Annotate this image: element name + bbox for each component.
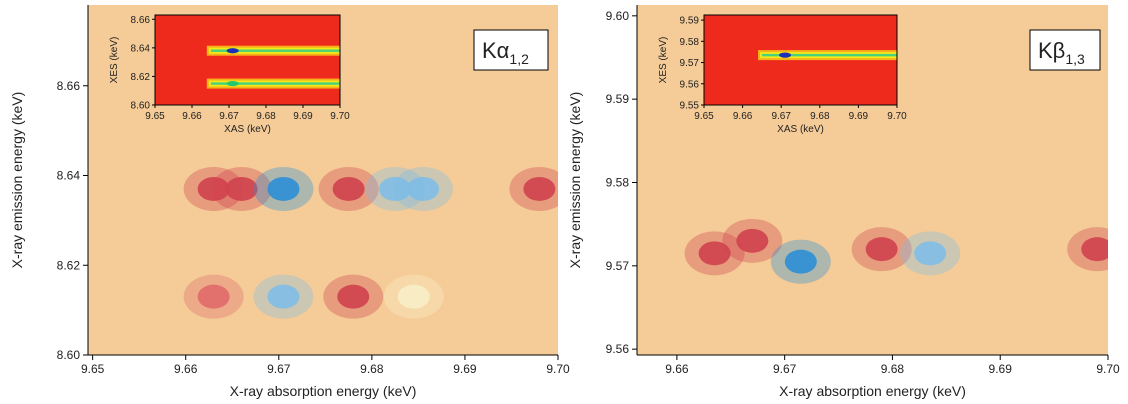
- inset-x-title: XAS (keV): [777, 124, 824, 135]
- feature: [784, 249, 817, 274]
- x-tick-label: 9.68: [881, 362, 905, 376]
- y-axis-title: X-ray emission energy (keV): [567, 92, 583, 269]
- inset-x-tick-label: 9.66: [182, 111, 202, 122]
- inset-y-tick-label: 9.56: [680, 79, 700, 90]
- panel-label-main: Kα: [482, 38, 510, 63]
- feature: [523, 176, 556, 201]
- feature: [698, 241, 731, 266]
- inset-spot: [226, 48, 239, 54]
- inset-frame: [703, 14, 898, 106]
- inset-x-title: XAS (keV): [224, 124, 271, 135]
- feature: [267, 284, 300, 309]
- feature: [337, 284, 370, 309]
- label-box: [1029, 29, 1101, 71]
- inset-y-tick-label: 8.62: [131, 72, 151, 83]
- inset-x-tick-label: 9.70: [330, 111, 350, 122]
- inset-background: [155, 15, 340, 105]
- inset-x-tick-label: 9.67: [219, 111, 239, 122]
- inset-y-tick-label: 8.60: [131, 101, 151, 112]
- inset-y-tick-label: 9.59: [680, 16, 700, 27]
- inset-y-tick-label: 8.66: [131, 15, 151, 26]
- inset-x-tick-label: 9.69: [293, 111, 313, 122]
- y-tick-label: 8.62: [57, 258, 81, 272]
- x-axis-title: X-ray absorption energy (keV): [230, 383, 417, 399]
- feature: [225, 176, 258, 201]
- feature: [332, 176, 365, 201]
- y-axis-title: X-ray emission energy (keV): [9, 92, 25, 269]
- inset-y-tick-label: 9.58: [680, 37, 700, 48]
- inset-y-title: XES (keV): [109, 37, 120, 84]
- inset-y-title: XES (keV): [658, 37, 669, 84]
- inset-x-tick-label: 9.70: [887, 111, 907, 122]
- feature: [397, 284, 430, 309]
- y-tick-label: 9.56: [606, 342, 630, 356]
- panel-label-main: Kβ: [1038, 38, 1065, 63]
- panel-label-subscript: 1,3: [1065, 51, 1085, 67]
- inset-x-tick-label: 9.65: [145, 111, 165, 122]
- feature: [197, 284, 230, 309]
- inset-x-tick-label: 9.67: [771, 111, 791, 122]
- x-tick-label: 9.68: [360, 362, 384, 376]
- feature: [407, 176, 440, 201]
- y-tick-label: 9.59: [606, 92, 630, 106]
- inset-x-tick-label: 9.69: [849, 111, 869, 122]
- inset-band-core: [762, 53, 897, 57]
- x-tick-label: 9.66: [174, 362, 198, 376]
- inset-band-core: [210, 49, 340, 52]
- inset-y-tick-label: 9.57: [680, 58, 700, 69]
- panel-label-subscript: 1,2: [509, 51, 529, 67]
- feature: [267, 176, 300, 201]
- y-tick-label: 8.60: [57, 348, 81, 362]
- y-tick-label: 8.66: [57, 79, 81, 93]
- x-tick-label: 9.66: [665, 362, 689, 376]
- x-tick-label: 9.67: [773, 362, 797, 376]
- contour-features: [183, 166, 558, 319]
- inset-band-core: [210, 82, 340, 85]
- x-tick-label: 9.69: [453, 362, 477, 376]
- feature: [736, 228, 769, 253]
- y-tick-label: 8.64: [57, 169, 81, 183]
- x-tick-label: 9.69: [989, 362, 1013, 376]
- x-tick-label: 9.70: [1096, 362, 1120, 376]
- inset-x-tick-label: 9.66: [733, 111, 753, 122]
- feature: [379, 176, 412, 201]
- inset-spot: [779, 52, 792, 58]
- y-tick-label: 9.58: [606, 176, 630, 190]
- panel-label: Kα1,2: [482, 38, 529, 67]
- panel-label: Kβ1,3: [1038, 38, 1085, 67]
- feature: [1081, 237, 1108, 262]
- inset-frame: [154, 14, 341, 106]
- x-tick-label: 9.67: [267, 362, 291, 376]
- inset-x-tick-label: 9.65: [694, 111, 714, 122]
- x-tick-label: 9.70: [546, 362, 570, 376]
- inset-y-tick-label: 8.64: [131, 43, 151, 54]
- inset-spot: [226, 80, 239, 87]
- inset-x-tick-label: 9.68: [810, 111, 830, 122]
- y-tick-label: 9.60: [606, 9, 630, 23]
- feature: [865, 237, 898, 262]
- contour-features: [684, 218, 1108, 284]
- inset-x-tick-label: 9.68: [256, 111, 276, 122]
- x-tick-label: 9.65: [81, 362, 105, 376]
- inset-y-tick-label: 9.55: [680, 101, 700, 112]
- label-box: [473, 29, 549, 71]
- y-tick-label: 9.57: [606, 259, 630, 273]
- feature: [914, 241, 947, 266]
- x-axis-title: X-ray absorption energy (keV): [779, 383, 966, 399]
- feature: [197, 176, 230, 201]
